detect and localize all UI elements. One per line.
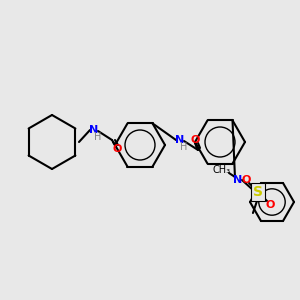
Text: S: S: [253, 185, 263, 199]
Text: O: O: [190, 135, 200, 145]
Text: H: H: [180, 142, 188, 152]
Text: O: O: [265, 200, 275, 210]
Text: CH₃: CH₃: [213, 165, 231, 175]
Text: N: N: [233, 175, 243, 185]
Text: N: N: [176, 135, 184, 145]
Text: O: O: [112, 144, 122, 154]
Text: N: N: [89, 125, 99, 135]
Text: O: O: [241, 175, 251, 185]
Text: H: H: [94, 132, 102, 142]
